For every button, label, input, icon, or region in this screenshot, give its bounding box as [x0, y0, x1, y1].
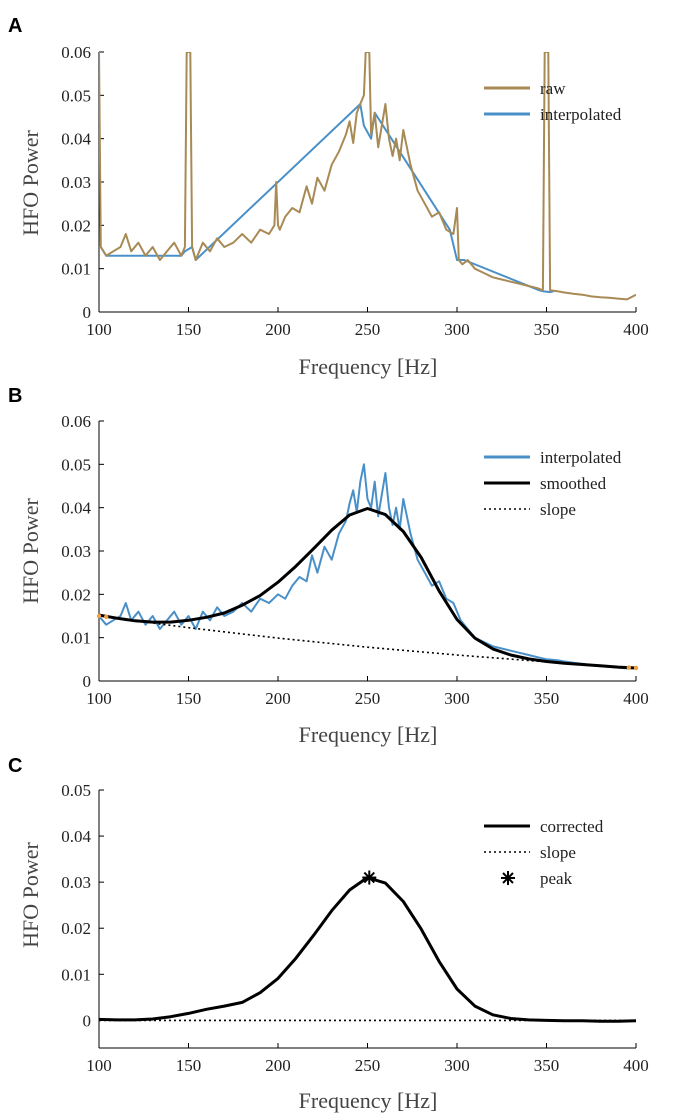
- plot-area: 100 150 200 250 300 350 400 0 0.01 0.02 0.03 0.04 0.…: [61, 781, 649, 1075]
- series-layer: [99, 876, 636, 1023]
- x-tick-label: 350: [534, 320, 560, 339]
- plot-area: 100 150 200 250 300 350 400 0 0.01 0.02 0.03 0.04 0.…: [61, 43, 649, 339]
- x-tick-label: 100: [86, 689, 112, 708]
- panel-a: A 100 150 200 250 300 350 400 0 0.01 0.02 0.03 0.04…: [8, 15, 649, 379]
- legend: corrected slope peak: [484, 817, 604, 888]
- y-tick-label: 0.05: [61, 781, 91, 800]
- x-tick-label: 250: [355, 689, 381, 708]
- y-axis-title: HFO Power: [18, 497, 43, 603]
- x-tick-label: 150: [176, 1056, 202, 1075]
- x-tick-label: 400: [623, 689, 649, 708]
- y-tick-label: 0.02: [61, 216, 91, 235]
- legend: interpolated smoothed slope: [484, 448, 622, 519]
- x-axis-title: Frequency [Hz]: [299, 354, 438, 379]
- panel-letter: C: [8, 755, 22, 777]
- legend-label: interpolated: [540, 448, 622, 467]
- y-tick-label: 0.06: [61, 412, 91, 431]
- endpoint-marker: [103, 614, 109, 620]
- y-tick-label: 0.03: [61, 173, 91, 192]
- legend-label: interpolated: [540, 105, 622, 124]
- panel-letter: B: [8, 385, 22, 407]
- y-tick-label: 0: [83, 672, 92, 691]
- y-tick-label: 0.02: [61, 919, 91, 938]
- x-tick-label: 300: [444, 320, 470, 339]
- panel-letter: A: [8, 15, 22, 37]
- peak-marker: [362, 870, 377, 885]
- endpoint-marker: [96, 613, 102, 619]
- series-line-slope: [99, 615, 636, 669]
- x-tick-label: 300: [444, 1056, 470, 1075]
- y-tick-label: 0.05: [61, 86, 91, 105]
- y-tick-label: 0.03: [61, 873, 91, 892]
- x-tick-label: 200: [265, 320, 291, 339]
- y-tick-label: 0.01: [61, 629, 91, 648]
- endpoint-marker: [633, 665, 639, 671]
- y-tick-label: 0.02: [61, 585, 91, 604]
- y-tick-label: 0: [83, 1011, 92, 1030]
- x-axis-title: Frequency [Hz]: [299, 1088, 438, 1113]
- legend-label: slope: [540, 843, 576, 862]
- x-tick-label: 400: [623, 320, 649, 339]
- y-tick-label: 0.03: [61, 542, 91, 561]
- y-axis-title: HFO Power: [18, 129, 43, 235]
- y-tick-label: 0.04: [61, 130, 91, 149]
- y-tick-label: 0: [83, 303, 92, 322]
- y-tick-label: 0.05: [61, 455, 91, 474]
- x-tick-label: 150: [176, 320, 202, 339]
- x-axis-title: Frequency [Hz]: [299, 722, 438, 747]
- legend-swatch-star-icon: [501, 871, 515, 885]
- endpoint-marker: [626, 665, 632, 670]
- series-line-raw: [99, 52, 636, 301]
- x-tick-label: 200: [265, 1056, 291, 1075]
- x-tick-label: 100: [86, 1056, 112, 1075]
- series-line-interpolated: [99, 103, 554, 294]
- x-tick-label: 100: [86, 320, 112, 339]
- legend-label: peak: [540, 869, 573, 888]
- x-tick-label: 400: [623, 1056, 649, 1075]
- y-tick-label: 0.04: [61, 499, 91, 518]
- x-tick-label: 150: [176, 689, 202, 708]
- legend-label: raw: [540, 79, 566, 98]
- y-axis-title: HFO Power: [18, 841, 43, 947]
- x-tick-label: 350: [534, 689, 560, 708]
- panel-c: C 100 150 200 250 300 350 400 0 0.01 0.02 0.03 0.04…: [8, 755, 649, 1113]
- plot-area: 100 150 200 250 300 350 400 0 0.01 0.02 0.03 0.04 0.…: [61, 412, 649, 708]
- series-line-corrected: [99, 876, 636, 1023]
- series-layer: [99, 52, 636, 301]
- y-tick-label: 0.01: [61, 965, 91, 984]
- x-tick-label: 250: [355, 1056, 381, 1075]
- legend-label: smoothed: [540, 474, 607, 493]
- series-line-smoothed: [99, 507, 636, 670]
- series-line-interpolated: [99, 463, 636, 670]
- panel-b: B 100 150 200 250 300 350 400 0 0.01 0.02 0.03 0.04…: [8, 385, 649, 747]
- x-tick-label: 200: [265, 689, 291, 708]
- x-tick-label: 350: [534, 1056, 560, 1075]
- legend-label: slope: [540, 500, 576, 519]
- x-tick-label: 300: [444, 689, 470, 708]
- y-tick-label: 0.06: [61, 43, 91, 62]
- y-tick-label: 0.01: [61, 260, 91, 279]
- series-layer: [99, 463, 636, 670]
- x-tick-label: 250: [355, 320, 381, 339]
- legend-label: corrected: [540, 817, 604, 836]
- legend: raw interpolated: [484, 79, 622, 124]
- y-tick-label: 0.04: [61, 827, 91, 846]
